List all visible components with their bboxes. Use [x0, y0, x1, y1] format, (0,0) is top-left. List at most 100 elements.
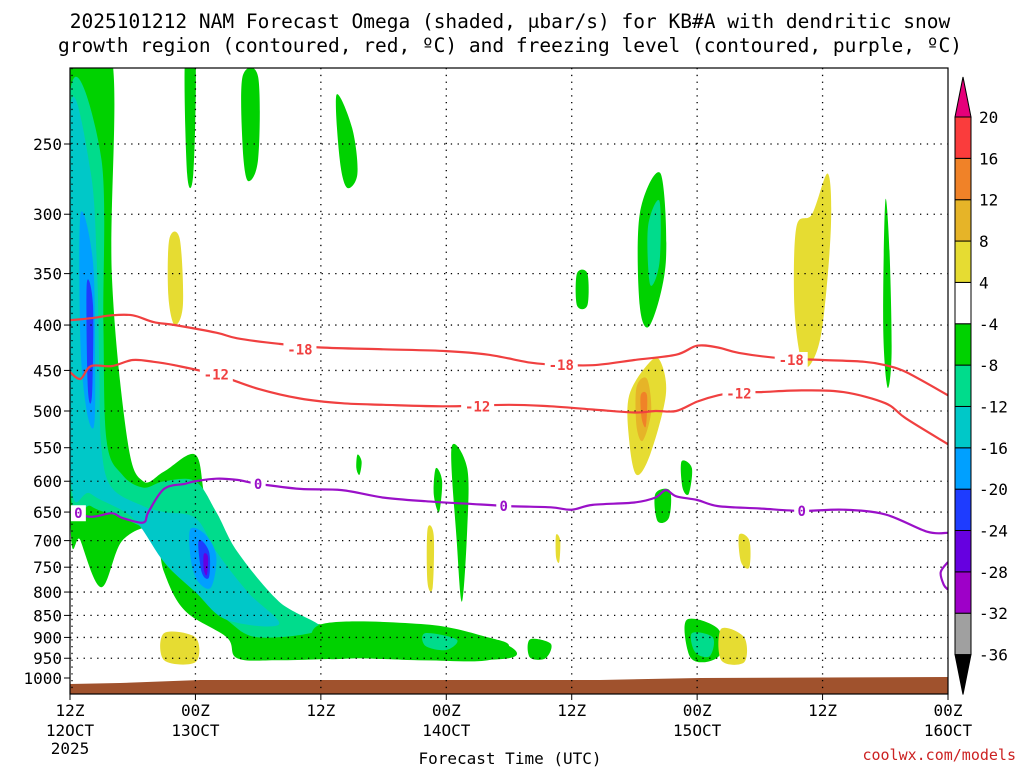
y-tick-label-300: 300	[33, 205, 62, 224]
y-tick-label-950: 950	[33, 649, 62, 668]
omega-region-31	[426, 525, 435, 592]
x-tick-date-84: 16OCT	[924, 721, 973, 740]
x-tick-time-72: 12Z	[808, 701, 837, 720]
contour-label-bg-6	[70, 505, 86, 522]
x-tick-time-0: 12Z	[56, 701, 85, 720]
colorbar-cell-1	[954, 571, 972, 614]
x-axis-label: Forecast Time (UTC)	[418, 749, 601, 768]
omega-region-33	[718, 627, 748, 665]
contour-label-bg-9	[794, 502, 810, 519]
contour-label-bg-7	[250, 475, 266, 492]
colorbar-label-7: -8	[979, 356, 998, 375]
colorbar-cell-5	[954, 405, 972, 449]
contour-label-3: -12	[204, 368, 229, 384]
contour-label-6: 0	[74, 506, 82, 522]
contour-labels: -18 -18 -18 -12 -12 -12 0 0 0 0	[70, 341, 810, 522]
colorbar-cell-4	[954, 447, 972, 490]
omega-region-10	[335, 94, 358, 189]
x-tick-time-48: 12Z	[557, 701, 586, 720]
omega-region-16	[527, 638, 552, 660]
contour-label-5: -12	[726, 387, 751, 403]
plot-frame	[69, 67, 949, 695]
gridlines	[70, 68, 948, 694]
colorbar-label-10: 8	[979, 232, 989, 251]
contour-label-bg-5	[722, 385, 756, 402]
omega-region-22	[690, 632, 715, 658]
ground-fill	[70, 677, 948, 694]
omega-region-14	[311, 621, 509, 662]
contour-line-loop	[939, 561, 948, 591]
colorbar-label-3: -24	[979, 522, 1008, 541]
contour-line-2	[70, 477, 948, 535]
omega-region-23	[883, 198, 892, 388]
chart-title-line-2: growth region (contoured, red, ºC) and f…	[58, 34, 962, 57]
x-tick-time-84: 00Z	[934, 701, 963, 720]
omega-region-8	[184, 68, 196, 189]
omega-region-11	[451, 443, 469, 602]
omega-region-7	[203, 553, 209, 576]
omega-region-24	[654, 488, 672, 524]
omega-region-25	[167, 231, 184, 326]
omega-region-9	[241, 68, 260, 182]
omega-region-28	[640, 391, 648, 428]
x-tick-time-36: 00Z	[432, 701, 461, 720]
colorbar-cell-7	[954, 323, 972, 366]
colorbar-label-2: -28	[979, 563, 1008, 582]
contour-label-bg-1	[544, 357, 578, 374]
y-tick-label-250: 250	[33, 135, 62, 154]
contour-lines	[70, 313, 948, 591]
colorbar-cell-10	[954, 199, 972, 242]
contour-label-bg-4	[461, 398, 495, 415]
y-tick-label-600: 600	[33, 472, 62, 491]
omega-region-30	[160, 631, 200, 665]
y-tick-label-1000: 1000	[23, 669, 62, 688]
colorbar-label-5: -16	[979, 439, 1008, 458]
x-tick-time-12: 00Z	[181, 701, 210, 720]
contour-label-0: -18	[287, 342, 312, 358]
omega-region-1	[70, 76, 321, 638]
omega-region-29	[793, 173, 832, 368]
contour-label-1: -18	[549, 358, 574, 374]
colorbar-label-11: 12	[979, 191, 998, 210]
omega-region-2	[70, 96, 280, 627]
contour-label-9: 0	[797, 504, 805, 520]
colorbar-label-13: 20	[979, 108, 998, 127]
colorbar-cell-2	[954, 530, 972, 573]
x-tick-date-0: 12OCT	[46, 721, 95, 740]
colorbar-cell-11	[954, 157, 972, 201]
colorbar: -36 -32 -28 -24 -20 -16 -12 -8 -4 4 8 12 16 20	[954, 76, 1008, 695]
omega-region-17	[575, 269, 589, 310]
y-tick-label-400: 400	[33, 316, 62, 335]
y-tick-label-900: 900	[33, 628, 62, 647]
colorbar-label-1: -32	[979, 604, 1008, 623]
colorbar-label-4: -20	[979, 480, 1008, 499]
y-tick-label-700: 700	[33, 532, 62, 551]
terrain-ground	[70, 677, 948, 694]
omega-region-13	[356, 454, 362, 475]
contour-label-bg-8	[496, 498, 512, 515]
colorbar-cell-high	[954, 76, 972, 118]
colorbar-cell-3	[954, 488, 972, 531]
colorbar-label-6: -12	[979, 397, 1008, 416]
x-tick-time-60: 00Z	[683, 701, 712, 720]
contour-line-0	[70, 313, 948, 397]
colorbar-label-8: -4	[979, 315, 998, 334]
chart-title-line-1: 2025101212 NAM Forecast Omega (shaded, μ…	[70, 10, 951, 33]
x-tick-date-60: 15OCT	[673, 721, 722, 740]
colorbar-label-0: -36	[979, 646, 1008, 665]
x-tick-time-24: 12Z	[306, 701, 335, 720]
y-tick-label-650: 650	[33, 503, 62, 522]
colorbar-label-9: 4	[979, 273, 989, 292]
y-tick-label-450: 450	[33, 361, 62, 380]
omega-region-34	[555, 534, 561, 563]
y-tick-label-850: 850	[33, 606, 62, 625]
contour-label-8: 0	[500, 499, 508, 515]
colorbar-cell-8	[954, 281, 972, 325]
contour-label-bg-0	[283, 341, 317, 358]
colorbar-cell-6	[954, 364, 972, 407]
x-tick-date-36: 14OCT	[422, 721, 471, 740]
y-tick-label-500: 500	[33, 402, 62, 421]
x-tick-year-0: 2025	[51, 739, 90, 758]
